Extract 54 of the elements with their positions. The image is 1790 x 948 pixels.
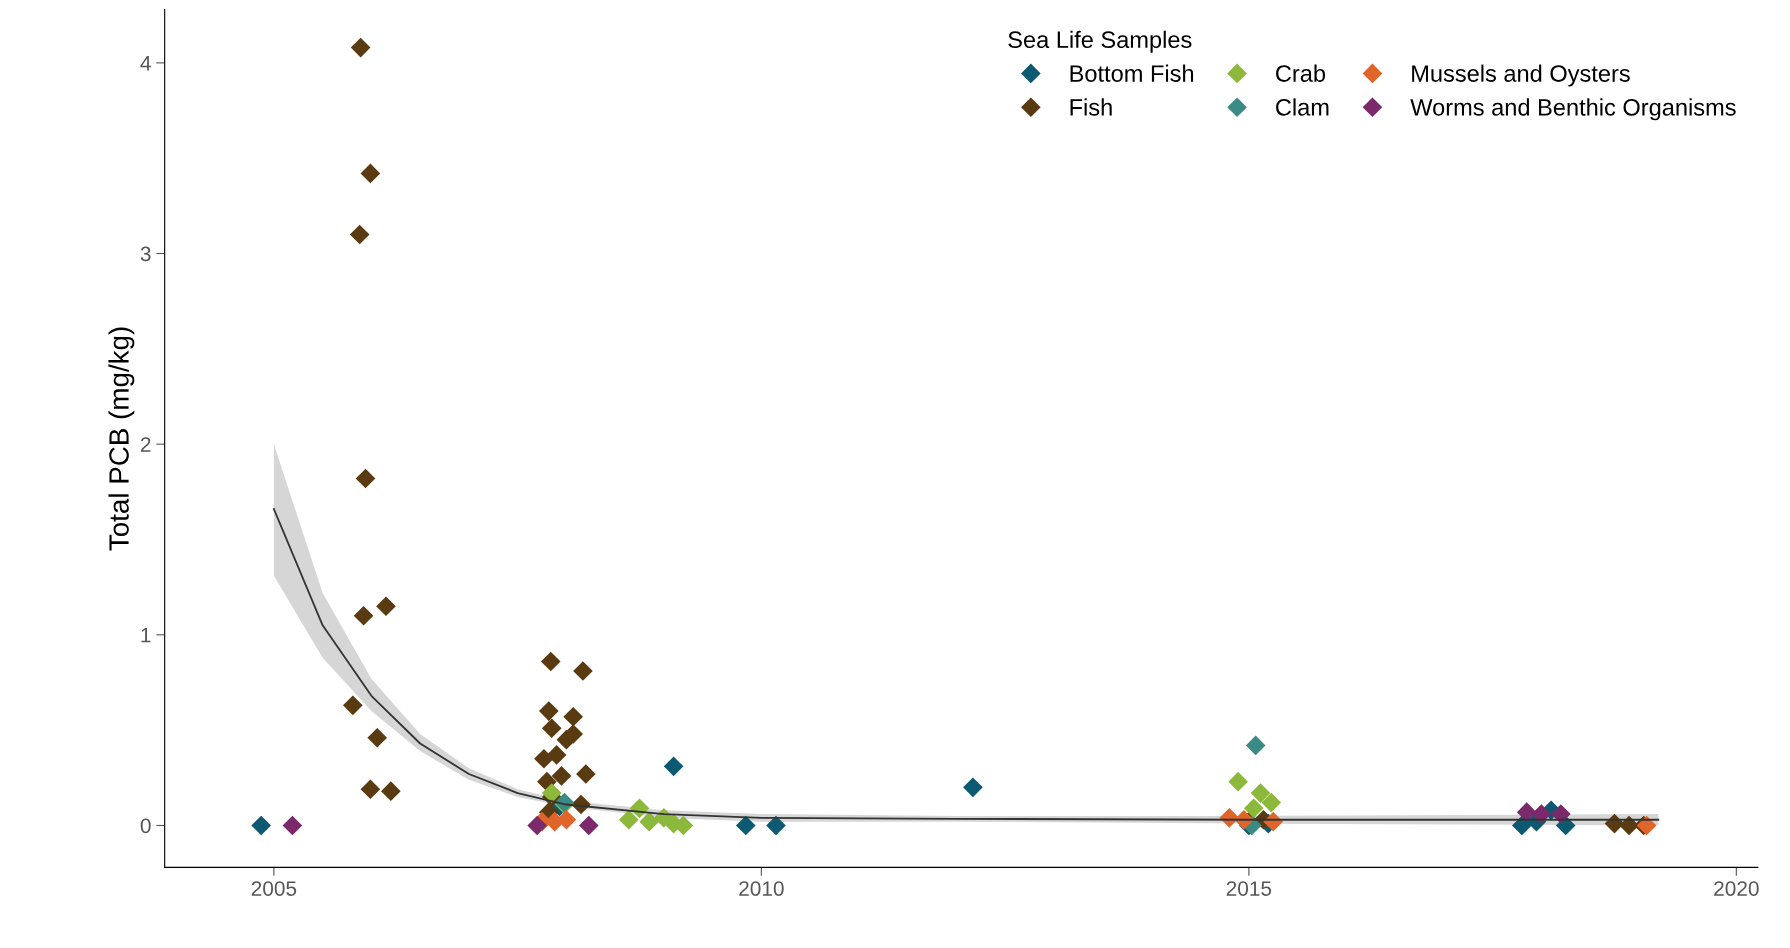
legend-title: Sea Life Samples (1008, 30, 1192, 53)
point (541, 718, 562, 739)
point (527, 815, 547, 836)
x-tick-label: 2005 (251, 881, 297, 896)
legend-label: Bottom Fish (1070, 64, 1194, 82)
point (349, 224, 370, 245)
point (367, 727, 388, 748)
point (343, 695, 363, 716)
point (618, 809, 639, 830)
point (766, 815, 786, 836)
x-tick-label: 2010 (739, 881, 784, 896)
point (381, 781, 401, 801)
point (353, 605, 374, 626)
point (1245, 735, 1266, 756)
x-tick-label: 2015 (1226, 881, 1272, 896)
legend-label: Crab (1276, 64, 1326, 82)
point (376, 596, 396, 617)
point (350, 37, 371, 58)
point (540, 651, 561, 672)
point (1551, 804, 1571, 824)
point (639, 811, 660, 832)
legend-label: Fish (1070, 98, 1112, 116)
point (1261, 792, 1282, 813)
y-tick-label: 3 (140, 246, 151, 262)
point (573, 661, 593, 681)
y-tick-label: 2 (140, 437, 151, 452)
y-tick-label: 0 (140, 818, 151, 834)
point (355, 468, 376, 489)
point (534, 748, 554, 769)
point (556, 809, 577, 830)
point (1250, 783, 1271, 803)
point (735, 815, 756, 836)
point (551, 766, 572, 786)
legend-label: Clam (1276, 98, 1329, 116)
point (578, 815, 599, 836)
point (963, 777, 983, 798)
point (1228, 771, 1248, 792)
legend-label: Worms and Benthic Organisms (1410, 98, 1736, 121)
point (360, 163, 381, 184)
point (663, 756, 684, 777)
y-tick-label: 4 (140, 56, 151, 71)
point (539, 701, 559, 721)
y-axis-title: Total PCB (mg/kg) (108, 327, 135, 551)
point (1243, 798, 1264, 819)
legend-label: Mussels and Oysters (1412, 64, 1630, 87)
point (1531, 804, 1552, 824)
point (576, 764, 596, 784)
y-tick-label: 1 (141, 628, 151, 643)
point (282, 815, 303, 836)
x-tick-label: 2020 (1714, 881, 1759, 896)
point (251, 815, 272, 836)
point (546, 745, 567, 765)
point (360, 779, 381, 800)
point (563, 706, 584, 727)
